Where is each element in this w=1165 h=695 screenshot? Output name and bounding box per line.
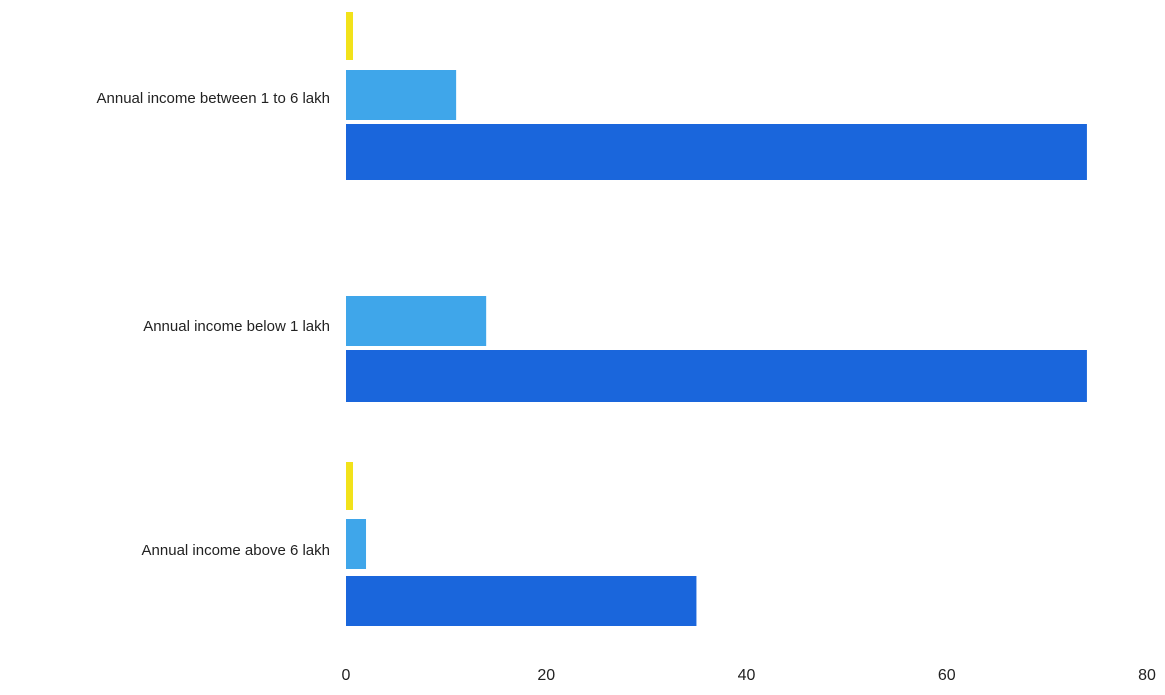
bar-dark-blue-3 <box>346 576 697 626</box>
category-label-3: Annual income above 6 lakh <box>142 542 330 559</box>
category-label-1: Annual income between 1 to 6 lakh <box>97 90 331 107</box>
bar-dark-blue-1 <box>346 124 1087 180</box>
bar-light-blue-2 <box>346 296 487 346</box>
x-tick-label-20: 20 <box>537 667 555 684</box>
bar-light-blue-3 <box>346 519 367 569</box>
x-tick-label-40: 40 <box>738 667 756 684</box>
x-axis-tick-labels: 0 20 40 60 80 <box>342 667 1156 684</box>
category-labels: Annual income between 1 to 6 lakh Annual … <box>97 90 331 559</box>
category-label-2: Annual income below 1 lakh <box>143 318 330 335</box>
bar-yellow-3 <box>346 462 353 510</box>
bar-light-blue-1 <box>346 70 457 120</box>
bar-dark-blue-2 <box>346 350 1087 402</box>
x-tick-label-80: 80 <box>1138 667 1156 684</box>
x-tick-label-0: 0 <box>342 667 351 684</box>
bar-yellow-1 <box>346 12 353 60</box>
x-tick-label-60: 60 <box>938 667 956 684</box>
bars-layer <box>346 12 1087 626</box>
